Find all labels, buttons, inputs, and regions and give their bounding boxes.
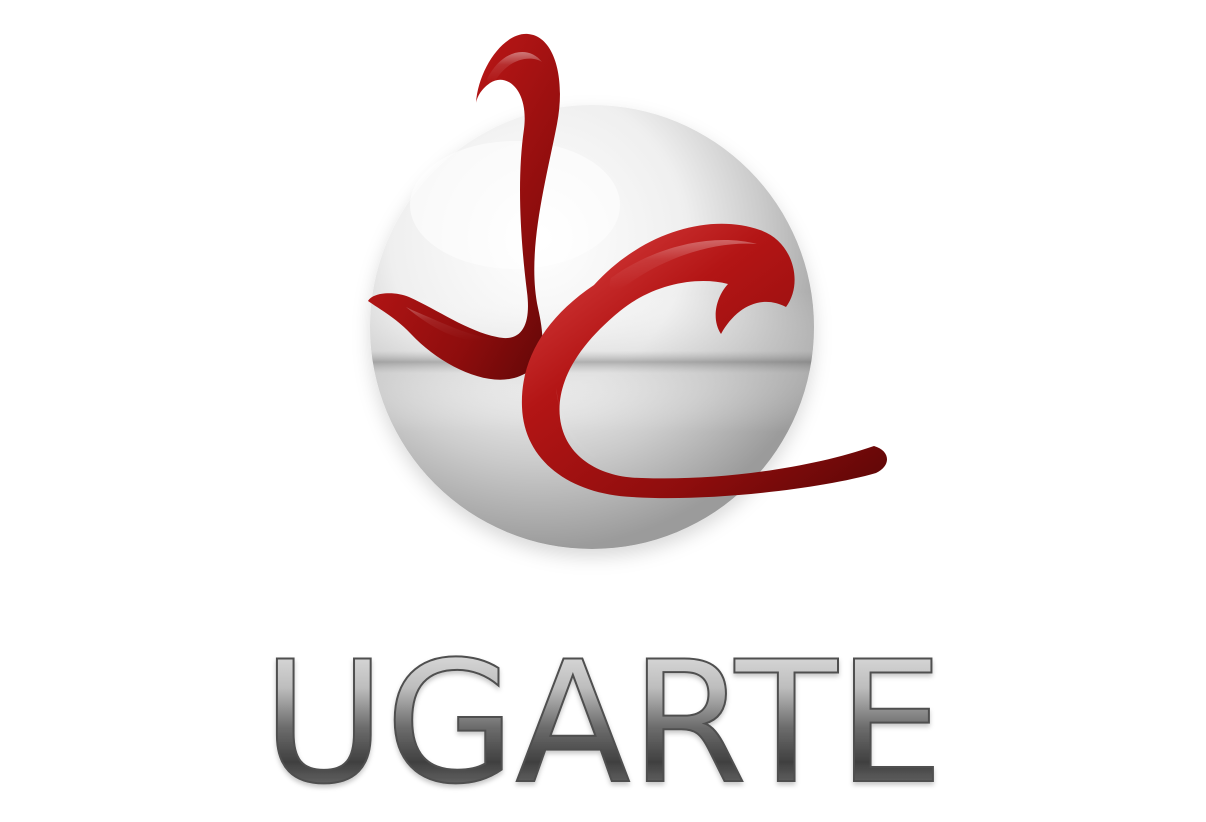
jc-monogram-emblem-icon [368,33,888,499]
brand-wordmark: UGARTE [262,625,943,821]
